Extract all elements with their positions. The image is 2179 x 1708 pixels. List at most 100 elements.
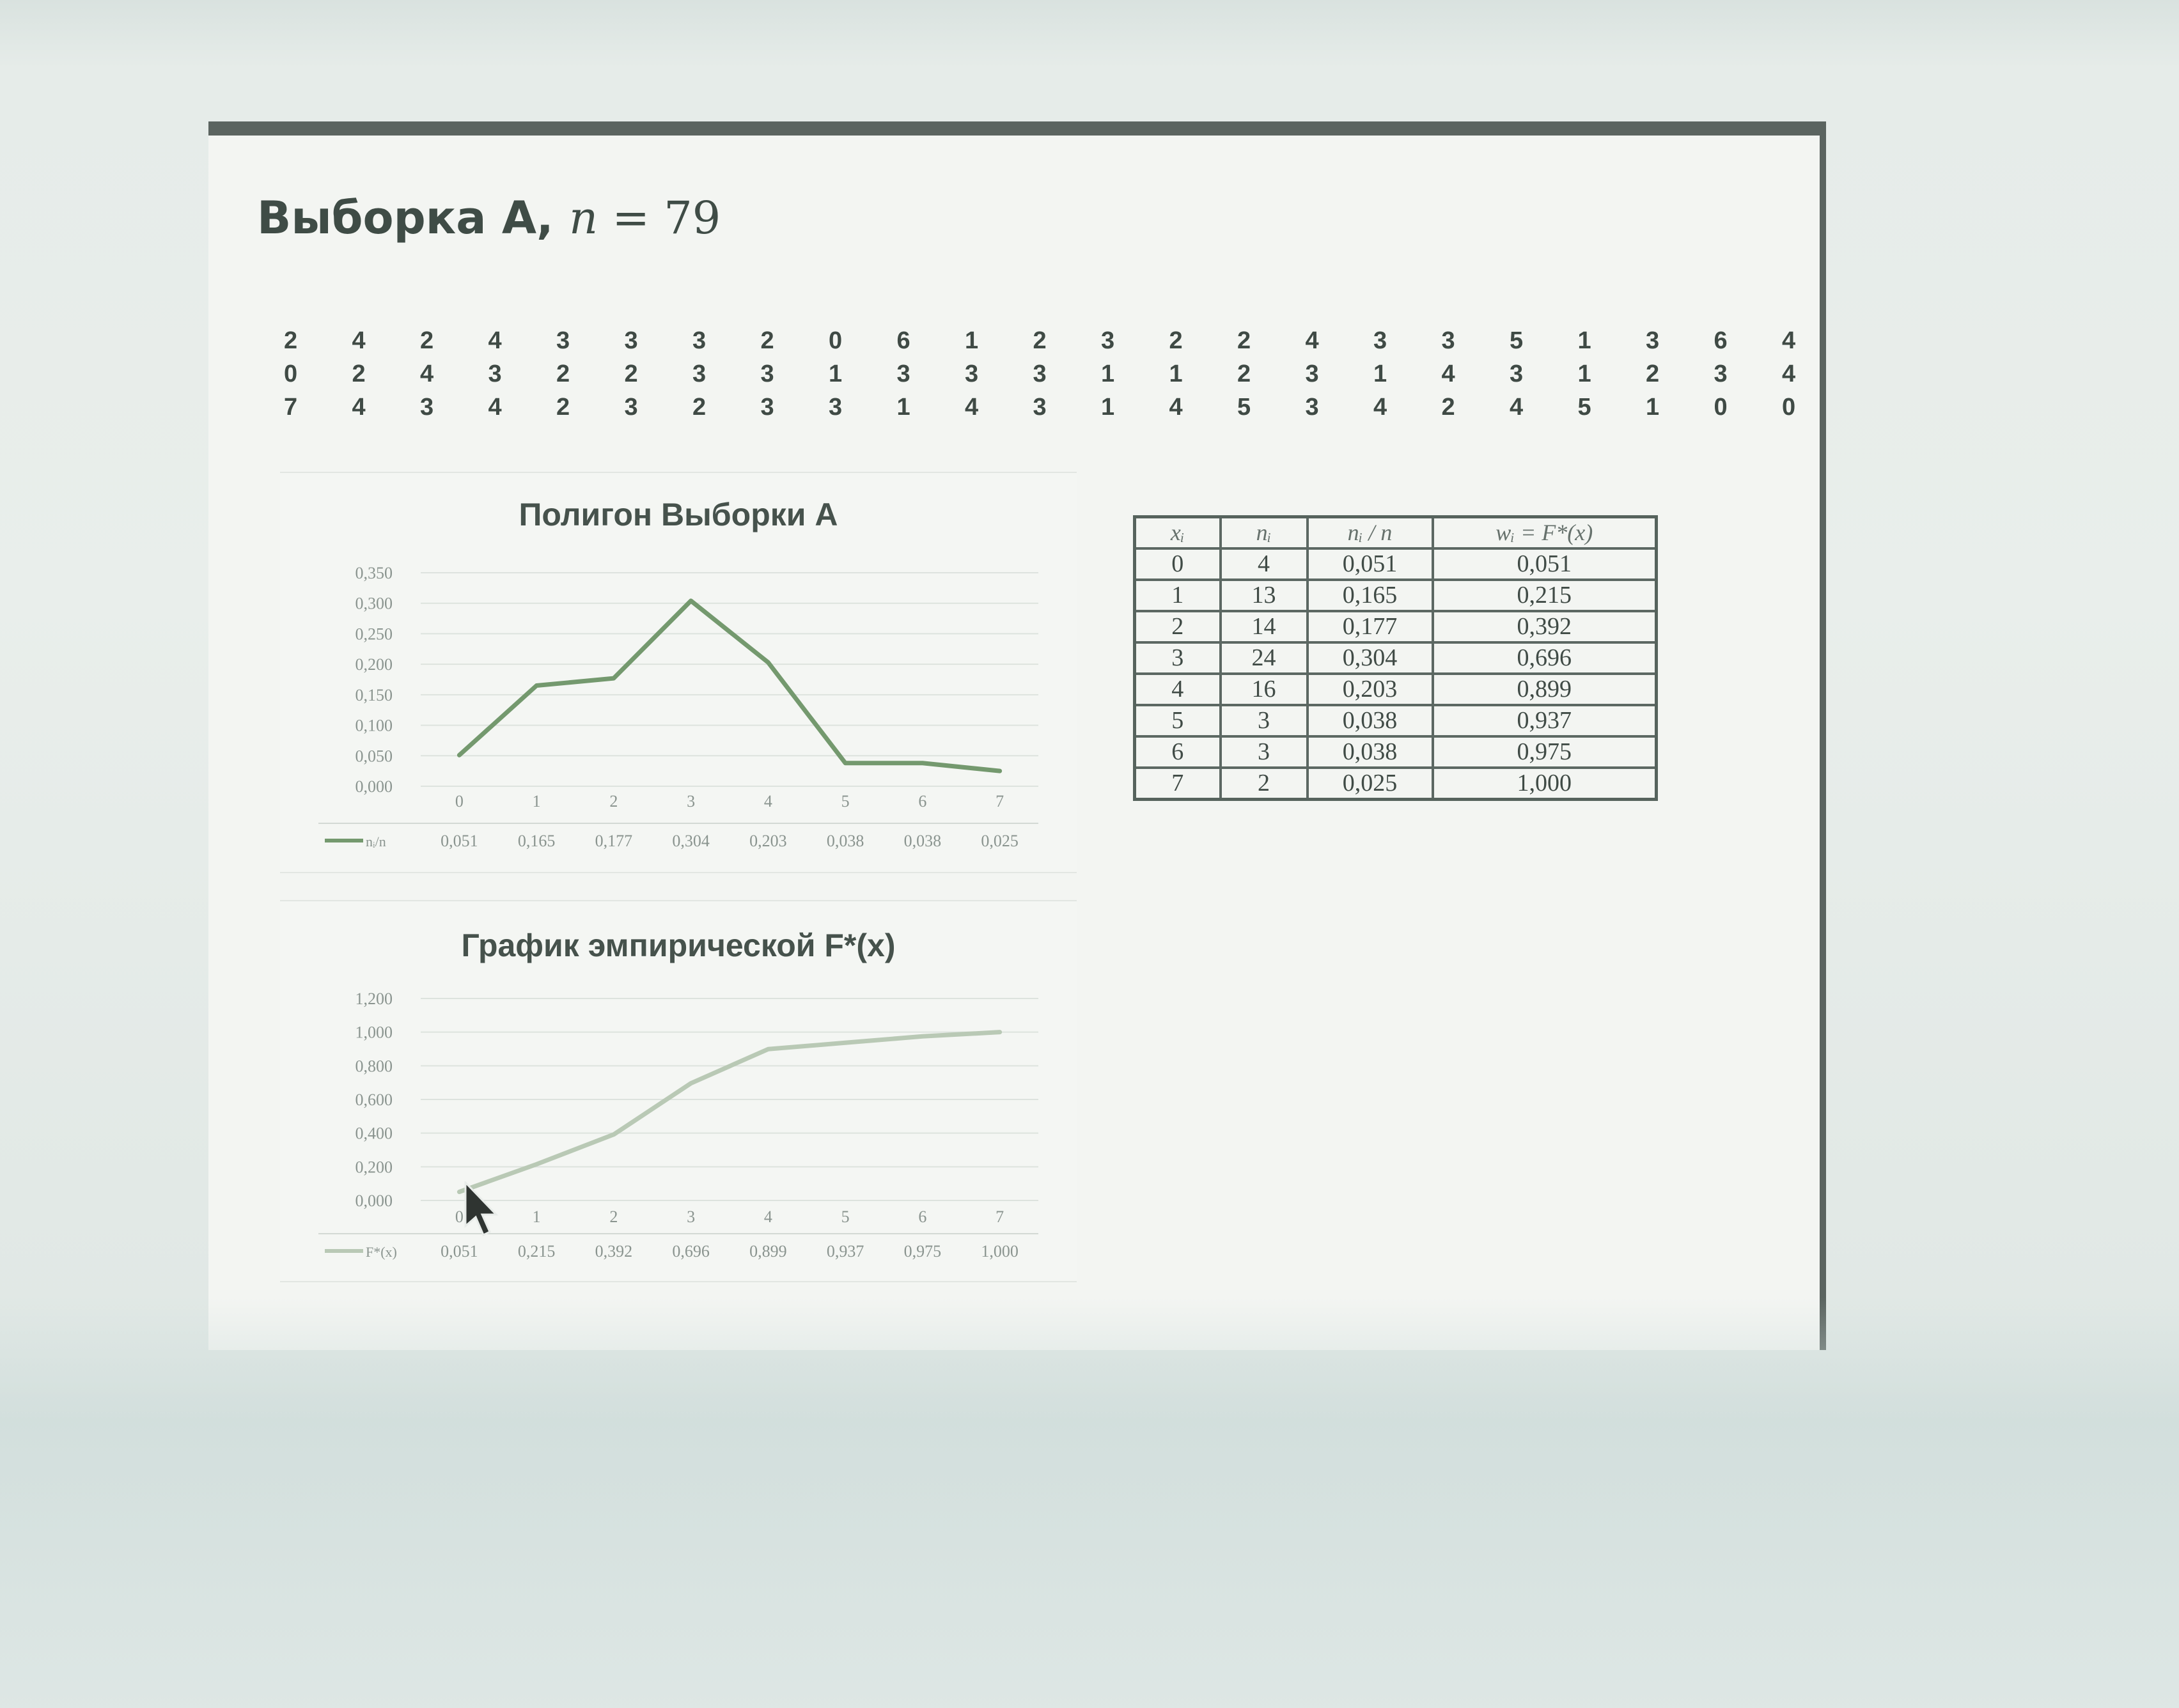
table-row: 7 2 0,025 1,000 (1133, 766, 1658, 801)
data-label: 0,025 (981, 832, 1019, 850)
sample-value: 1 (829, 361, 843, 387)
y-tick-label: 0,300 (355, 594, 393, 613)
sample-value: 3 (556, 327, 570, 354)
table-cell: 16 (1219, 672, 1309, 706)
data-label: 0,937 (827, 1242, 864, 1261)
data-label: 0,304 (672, 832, 710, 850)
table-cell: 6 (1133, 735, 1222, 769)
data-label: 0,696 (672, 1242, 710, 1261)
screen-glare (0, 1298, 2179, 1708)
polygon-chart: 0,000 0,050 0,100 0,150 0,200 0,250 0,300 0,350… (318, 564, 1038, 850)
sample-value: 3 (829, 394, 843, 421)
x-tick-label: 2 (609, 792, 618, 811)
table-cell: 3 (1219, 735, 1309, 769)
sample-value: 4 (1782, 361, 1796, 387)
y-tick-label: 0,400 (355, 1124, 393, 1143)
y-tick-label: 0,200 (355, 1158, 393, 1176)
y-tick-label: 0,000 (355, 777, 393, 796)
sample-value: 1 (1101, 361, 1115, 387)
data-point (690, 600, 692, 602)
sample-value: 3 (1101, 327, 1115, 354)
table-cell: 7 (1133, 766, 1222, 801)
table-cell: 0,304 (1306, 641, 1434, 675)
table-cell: 1,000 (1431, 766, 1658, 801)
y-tick-label: 0,350 (355, 564, 393, 582)
x-tick-label: 7 (996, 1207, 1004, 1226)
sample-value: 4 (488, 327, 502, 354)
data-point (458, 754, 460, 756)
data-label: 0,899 (749, 1242, 787, 1261)
table-cell: 2 (1133, 610, 1222, 644)
sample-value: 2 (284, 327, 298, 354)
data-label: 0,392 (595, 1242, 633, 1261)
sample-value: 3 (692, 327, 707, 354)
sample-value: 2 (760, 327, 774, 354)
table-row: 5 3 0,038 0,937 (1133, 704, 1658, 738)
x-tick-label: 3 (687, 792, 695, 811)
sample-value: 1 (1577, 327, 1591, 354)
polygon-chart-title: Полигон Выборки А (519, 497, 838, 532)
data-label: 0,203 (749, 832, 787, 850)
slide-title-text: Выборка А, (257, 192, 569, 244)
table-cell: 0,038 (1306, 704, 1434, 738)
table-cell: 13 (1219, 578, 1309, 612)
legend-entry: nᵢ/n (366, 834, 386, 850)
data-label: 0,975 (904, 1242, 942, 1261)
table-header-cell: nᵢ / n (1306, 515, 1434, 550)
table-cell: 0,975 (1431, 735, 1658, 769)
y-tick-label: 0,000 (355, 1192, 393, 1210)
data-point (999, 1031, 1001, 1034)
x-tick-label: 1 (533, 792, 541, 811)
mouse-cursor-icon (464, 1181, 499, 1237)
sample-value: 3 (965, 361, 979, 387)
sample-value: 4 (1441, 361, 1455, 387)
table-cell: 0,203 (1306, 672, 1434, 706)
table-row: 3 24 0,304 0,696 (1133, 641, 1658, 675)
table-header-cell: wᵢ = F*(x) (1431, 515, 1658, 550)
table-header-cell: xᵢ (1133, 515, 1222, 550)
sample-value: 2 (1169, 327, 1183, 354)
x-tick-label: 6 (918, 1207, 926, 1226)
table-cell: 0,392 (1431, 610, 1658, 644)
sample-value: 2 (352, 361, 366, 387)
table-cell: 0,177 (1306, 610, 1434, 644)
sample-value: 4 (352, 327, 366, 354)
data-point (999, 770, 1001, 772)
table-cell: 0,215 (1431, 578, 1658, 612)
data-label: 0,038 (904, 832, 942, 850)
sample-value: 3 (1373, 327, 1387, 354)
sample-value: 3 (1441, 327, 1455, 354)
x-tick-label: 5 (841, 1207, 850, 1226)
y-tick-label: 0,800 (355, 1057, 393, 1075)
table-row: 0 4 0,051 0,051 (1133, 547, 1658, 581)
legend-entry: F*(x) (366, 1244, 397, 1260)
sample-value: 3 (1646, 327, 1660, 354)
sample-value: 1 (1373, 361, 1387, 387)
y-tick-label: 0,050 (355, 747, 393, 765)
table-cell: 4 (1133, 672, 1222, 706)
data-label: 0,165 (518, 832, 556, 850)
data-point (767, 1048, 769, 1050)
sample-value: 3 (1305, 361, 1319, 387)
sample-value: 1 (965, 327, 979, 354)
x-tick-label: 3 (687, 1207, 695, 1226)
data-point (458, 1191, 460, 1193)
sample-value: 6 (896, 327, 910, 354)
data-label: 0,038 (827, 832, 864, 850)
sample-value: 1 (1646, 394, 1660, 421)
sample-value: 1 (1169, 361, 1183, 387)
table-cell: 0,025 (1306, 766, 1434, 801)
sample-value: 3 (1305, 394, 1319, 421)
sample-value: 5 (1510, 327, 1524, 354)
slide-title-math: n = 79 (569, 192, 721, 244)
sample-value: 2 (556, 394, 570, 421)
sample-value: 4 (1373, 394, 1387, 421)
sample-value: 4 (1782, 327, 1796, 354)
sample-value: 4 (488, 394, 502, 421)
sample-value: 2 (1237, 327, 1251, 354)
sample-value: 1 (896, 394, 910, 421)
x-tick-label: 4 (764, 1207, 772, 1226)
sample-value: 6 (1714, 327, 1728, 354)
data-point (690, 1082, 692, 1085)
